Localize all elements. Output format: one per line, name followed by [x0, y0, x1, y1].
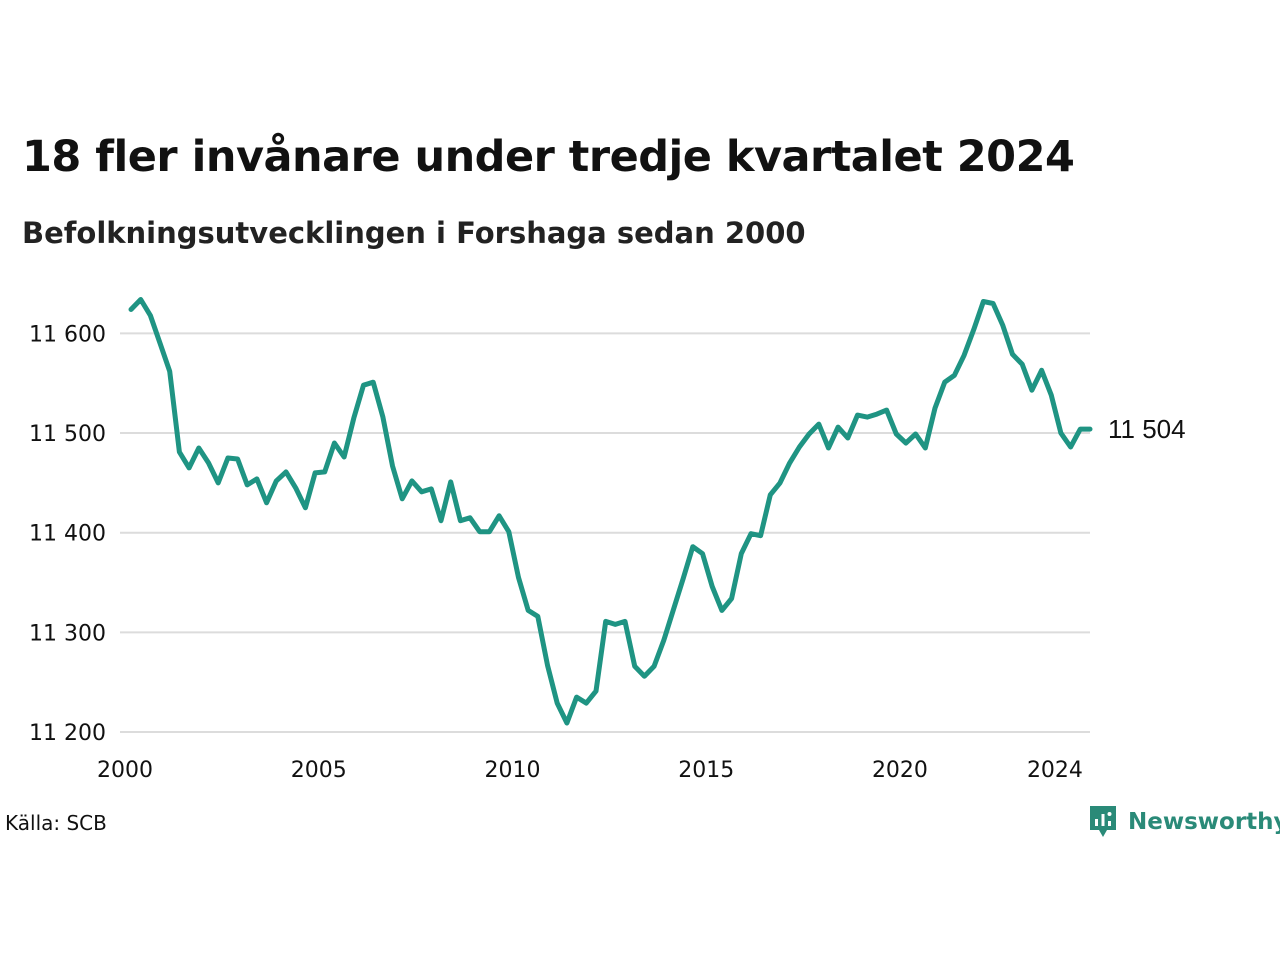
y-tick-label: 11 600 [29, 322, 106, 347]
gridlines [120, 332, 1090, 733]
x-tick-label: 2000 [97, 758, 153, 783]
x-axis-ticks: 2000 2005 2010 2015 2020 2024 [97, 758, 1083, 783]
x-tick-label: 2024 [1027, 758, 1083, 783]
brand-name: Newsworthy [1128, 809, 1280, 835]
y-tick-label: 11 200 [29, 721, 106, 746]
y-axis-ticks: 11 200 11 300 11 400 11 500 11 600 [29, 322, 106, 746]
x-tick-label: 2020 [872, 758, 928, 783]
y-tick-label: 11 300 [29, 621, 106, 646]
x-tick-label: 2010 [484, 758, 540, 783]
end-value-label: 11 504 [1108, 414, 1186, 444]
x-tick-label: 2015 [678, 758, 734, 783]
chart-title: 18 fler invånare under tredje kvartalet … [22, 132, 1075, 182]
source-label: Källa: SCB [5, 811, 107, 835]
population-line [128, 297, 1093, 726]
y-tick-label: 11 400 [29, 522, 106, 547]
newsworthy-logo-icon [1090, 806, 1116, 837]
chart-subtitle: Befolkningsutvecklingen i Forshaga sedan… [22, 216, 806, 250]
brand-logo: Newsworthy [1088, 804, 1280, 840]
y-tick-label: 11 500 [29, 422, 106, 447]
x-tick-label: 2005 [291, 758, 347, 783]
